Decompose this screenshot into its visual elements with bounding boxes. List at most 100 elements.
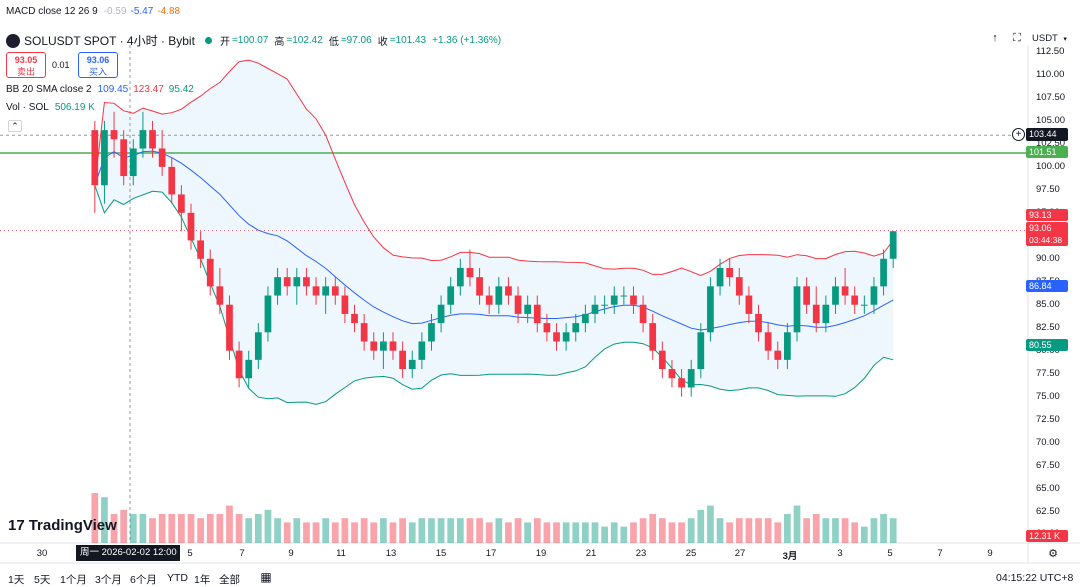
low-label: 低 bbox=[328, 37, 339, 48]
volume-bar bbox=[110, 514, 118, 543]
candle-body bbox=[726, 267, 734, 278]
candle-body bbox=[245, 359, 253, 379]
timeframe-button[interactable]: YTD bbox=[167, 572, 188, 584]
currency-selector[interactable]: USDT ▾ bbox=[1032, 33, 1067, 44]
symbol-title[interactable]: SOLUSDT SPOT · 4小时 · Bybit bbox=[24, 34, 195, 48]
settings-gear-icon[interactable]: ⚙ bbox=[1048, 548, 1058, 560]
volume-bar bbox=[389, 522, 397, 543]
candle-body bbox=[841, 286, 849, 296]
price-tick-label: 110.00 bbox=[1036, 68, 1065, 80]
candle-body bbox=[851, 295, 859, 305]
candle-body bbox=[870, 286, 878, 305]
candle-body bbox=[254, 332, 262, 360]
sell-button[interactable]: 93.05 卖出 bbox=[6, 52, 46, 78]
buy-button[interactable]: 93.06 买入 bbox=[78, 52, 118, 78]
candle-body bbox=[312, 286, 320, 296]
timeframe-button[interactable]: 3个月 bbox=[95, 574, 122, 586]
candle-body bbox=[514, 295, 522, 314]
open-value: =100.07 bbox=[231, 35, 269, 46]
volume-bar bbox=[226, 505, 233, 543]
volume-price-label: 12.31 K bbox=[1026, 530, 1068, 542]
close-value: =101.43 bbox=[389, 35, 427, 46]
volume-bar bbox=[158, 514, 166, 543]
macd-value-3: -4.88 bbox=[157, 6, 181, 17]
candle-body bbox=[380, 341, 387, 351]
bb-basis-price-label: 86.84 bbox=[1026, 280, 1068, 292]
price-tick-label: 70.00 bbox=[1036, 436, 1060, 448]
volume-bar bbox=[312, 522, 320, 543]
market-status-icon bbox=[204, 37, 212, 44]
volume-bar bbox=[553, 522, 560, 543]
volume-label: Vol · SOL bbox=[6, 102, 49, 113]
volume-bar bbox=[466, 518, 474, 543]
candle-body bbox=[485, 295, 493, 305]
timeframe-button[interactable]: 6个月 bbox=[130, 574, 157, 586]
collapse-legend-icon[interactable]: ⌃ bbox=[8, 120, 22, 132]
volume-bar bbox=[235, 514, 243, 543]
candle-body bbox=[178, 194, 185, 213]
candle-body bbox=[601, 304, 608, 306]
fullscreen-icon[interactable]: ⛶ bbox=[1013, 32, 1021, 44]
candle-body bbox=[543, 323, 551, 333]
timeframe-button[interactable]: 1个月 bbox=[60, 574, 87, 586]
volume-bar bbox=[601, 526, 608, 543]
volume-bar bbox=[774, 522, 782, 543]
candle-body bbox=[764, 332, 772, 351]
candle-body bbox=[110, 130, 118, 140]
candle-body bbox=[812, 304, 820, 324]
calendar-range-icon[interactable]: ▦ bbox=[260, 570, 272, 584]
volume-bar bbox=[745, 518, 753, 543]
volume-bar bbox=[428, 518, 435, 543]
candle-body bbox=[399, 350, 406, 370]
volume-bar bbox=[803, 518, 810, 543]
volume-bar bbox=[514, 518, 522, 543]
price-tick-label: 65.00 bbox=[1036, 482, 1060, 494]
volume-bar bbox=[476, 518, 483, 543]
volume-bar bbox=[139, 514, 147, 543]
time-tick-label: 15 bbox=[435, 548, 447, 559]
time-tick-label: 17 bbox=[485, 548, 497, 559]
timeframe-button[interactable]: 1年 bbox=[194, 574, 211, 586]
candle-body bbox=[370, 341, 378, 351]
bb-lower-value: 95.42 bbox=[168, 84, 194, 95]
volume-bar bbox=[187, 514, 195, 543]
timeframe-button[interactable]: 全部 bbox=[219, 574, 240, 586]
time-tick-label: 5 bbox=[187, 548, 193, 559]
volume-bar bbox=[351, 522, 358, 543]
price-tick-label: 77.50 bbox=[1036, 367, 1060, 379]
time-tick-label: 7 bbox=[937, 548, 943, 559]
volume-bar bbox=[860, 526, 868, 543]
add-alert-icon[interactable]: + bbox=[1012, 128, 1025, 141]
candle-body bbox=[101, 130, 108, 186]
candle-body bbox=[418, 341, 426, 360]
candle-body bbox=[822, 304, 830, 324]
bb-background bbox=[94, 60, 894, 405]
timeframe-button[interactable]: 5天 bbox=[34, 574, 51, 586]
price-tick-label: 112.50 bbox=[1036, 46, 1065, 57]
candle-body bbox=[668, 369, 676, 379]
candle-body bbox=[216, 286, 224, 305]
arrow-up-icon[interactable]: ↑ bbox=[992, 32, 998, 44]
volume-bar bbox=[303, 522, 310, 543]
change-value: +1.36 (+1.36%) bbox=[432, 35, 502, 46]
time-tick-label: 30 bbox=[36, 548, 48, 559]
high-label: 高 bbox=[274, 37, 285, 48]
candle-body bbox=[428, 323, 435, 342]
time-tick-label: 13 bbox=[385, 548, 397, 559]
time-tick-label: 5 bbox=[887, 548, 893, 559]
time-tick-label: 23 bbox=[635, 548, 647, 559]
candle-body bbox=[447, 286, 455, 305]
clock[interactable]: 04:15:22 UTC+8 bbox=[996, 572, 1074, 584]
timeframe-button[interactable]: 1天 bbox=[8, 574, 25, 586]
tradingview-logo[interactable]: 17 TradingView bbox=[8, 517, 117, 534]
volume-bar bbox=[784, 514, 791, 543]
last-price-value: 93.06 bbox=[1029, 223, 1052, 233]
candle-body bbox=[505, 286, 512, 296]
candle-body bbox=[716, 267, 724, 287]
volume-bar bbox=[399, 518, 406, 543]
symbol-header: SOLUSDT SPOT · 4小时 · Bybit 开 =100.07 高 =… bbox=[6, 32, 507, 49]
candle-body bbox=[610, 295, 618, 305]
price-tick-label: 102.50 bbox=[1036, 137, 1066, 149]
volume-bar bbox=[678, 522, 685, 543]
